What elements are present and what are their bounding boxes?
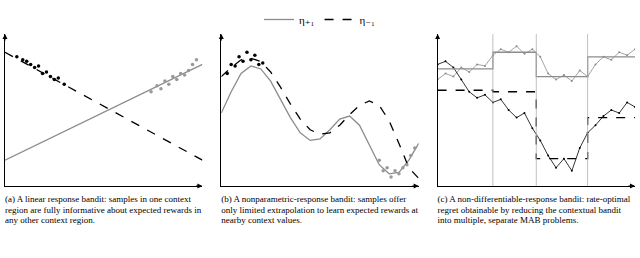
html-text:(a) A linear response bandit:: (a) A linear response bandit: samples in… (5, 194, 202, 225)
html-text:(c) A non-differentiable-respo: (c) A non-differentiable-response bandit… (437, 194, 631, 225)
html-text:(b) A nonparametric-response b: (b) A nonparametric-response bandit: sam… (221, 194, 418, 225)
svg-text:η₋₁: η₋₁ (360, 14, 376, 26)
svg-text:η₊₁: η₊₁ (299, 14, 315, 26)
